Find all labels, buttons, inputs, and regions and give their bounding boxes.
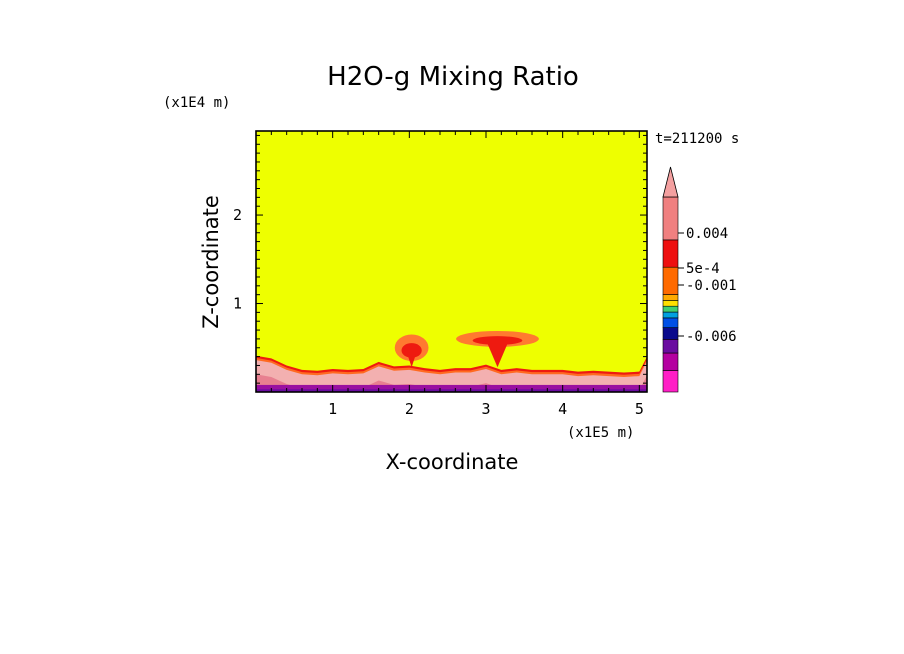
colorbar-segment [662, 266, 679, 295]
y-axis: 12 [233, 134, 647, 384]
y-tick-label: 1 [233, 295, 242, 313]
x-tick-label: 3 [481, 400, 490, 418]
x-unit-label: (x1E5 m) [567, 425, 634, 441]
y-tick-label: 2 [233, 206, 242, 224]
x-tick-label: 5 [635, 400, 644, 418]
colorbar-segment [662, 300, 679, 307]
colorbar-segment [662, 311, 679, 319]
colorbar-extend-arrow [662, 166, 679, 198]
x-tick-label: 2 [405, 400, 414, 418]
time-label: t=211200 s [655, 131, 739, 147]
colorbar-segment [662, 239, 679, 268]
y-unit-label: (x1E4 m) [163, 95, 230, 111]
colorbar-segment [662, 305, 679, 313]
plot-area [255, 130, 648, 393]
colorbar-label: -0.006 [686, 329, 737, 345]
chart-title: H2O-g Mixing Ratio [327, 62, 579, 92]
colorbar: 0.004 5e-4-0.001 -0.006 [662, 166, 737, 393]
colorbar-segment [662, 339, 679, 354]
x-axis-label: X-coordinate [386, 450, 519, 474]
bottom-band [256, 384, 647, 392]
plume-1-core [401, 343, 422, 358]
colorbar-segment [662, 327, 679, 340]
y-axis-label: Z-coordinate [199, 195, 223, 329]
bottom-band-deep [256, 389, 647, 392]
x-axis: 1 2 3 4 5 [270, 131, 644, 418]
colorbar-segment [662, 294, 679, 301]
colorbar-segment [662, 352, 679, 371]
plot-background [256, 131, 647, 392]
colorbar-segment [662, 196, 679, 241]
plume-2-stem [487, 342, 508, 368]
plume-2-core [472, 336, 523, 345]
colorbar-label: -0.001 [686, 278, 737, 294]
colorbar-segment [662, 317, 679, 328]
plume-1-stem [407, 354, 416, 368]
colorbar-label: 5e-4 [686, 261, 720, 277]
surface-layer-inner [256, 360, 647, 392]
colorbar-segment [662, 370, 679, 393]
colorbar-label: 0.004 [686, 226, 728, 242]
x-tick-label: 4 [558, 400, 567, 418]
x-tick-label: 1 [328, 400, 337, 418]
plot-frame [255, 130, 648, 393]
